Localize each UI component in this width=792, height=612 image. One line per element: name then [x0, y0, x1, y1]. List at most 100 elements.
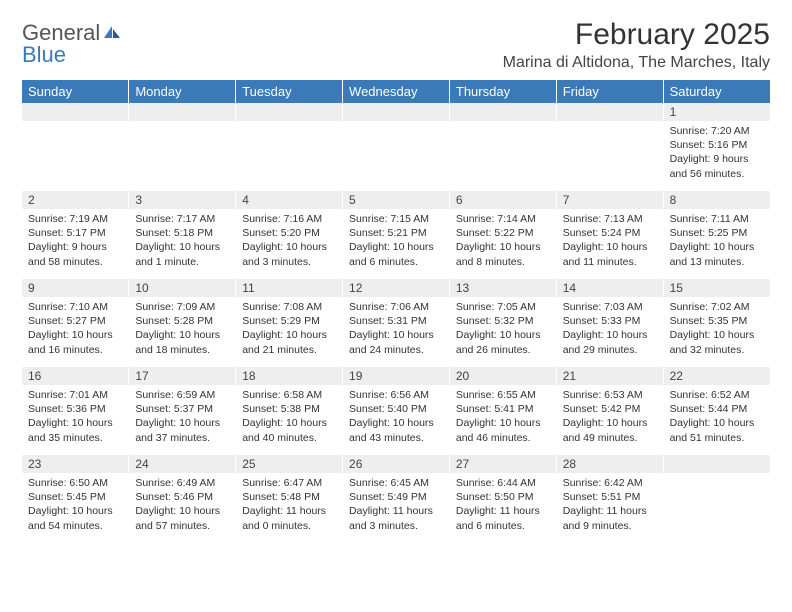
sunset-text: Sunset: 5:20 PM: [242, 226, 336, 240]
daylight-text: Daylight: 10 hours and 32 minutes.: [670, 328, 764, 356]
sunset-text: Sunset: 5:36 PM: [28, 402, 122, 416]
day-cell: Sunrise: 7:16 AMSunset: 5:20 PMDaylight:…: [236, 209, 343, 279]
sunrise-text: Sunrise: 7:02 AM: [670, 300, 764, 314]
day-cell: Sunrise: 7:01 AMSunset: 5:36 PMDaylight:…: [22, 385, 129, 455]
day-header: Tuesday: [236, 80, 343, 103]
day-cell: Sunrise: 7:06 AMSunset: 5:31 PMDaylight:…: [343, 297, 450, 367]
daylight-text: Daylight: 10 hours and 16 minutes.: [28, 328, 122, 356]
sunset-text: Sunset: 5:27 PM: [28, 314, 122, 328]
day-number: [236, 103, 343, 121]
daylight-text: Daylight: 10 hours and 57 minutes.: [135, 504, 229, 532]
daylight-text: Daylight: 11 hours and 3 minutes.: [349, 504, 443, 532]
daylight-text: Daylight: 10 hours and 18 minutes.: [135, 328, 229, 356]
sunset-text: Sunset: 5:51 PM: [563, 490, 657, 504]
day-number: 16: [22, 367, 129, 385]
title-block: February 2025 Marina di Altidona, The Ma…: [503, 18, 770, 72]
day-cell: Sunrise: 7:15 AMSunset: 5:21 PMDaylight:…: [343, 209, 450, 279]
daylight-text: Daylight: 10 hours and 35 minutes.: [28, 416, 122, 444]
day-header: Sunday: [22, 80, 129, 103]
daylight-text: Daylight: 10 hours and 1 minute.: [135, 240, 229, 268]
day-number: [22, 103, 129, 121]
day-number: 27: [449, 455, 556, 473]
day-cell: Sunrise: 6:49 AMSunset: 5:46 PMDaylight:…: [129, 473, 236, 543]
day-cell: Sunrise: 7:17 AMSunset: 5:18 PMDaylight:…: [129, 209, 236, 279]
daylight-text: Daylight: 10 hours and 46 minutes.: [456, 416, 550, 444]
day-number: 17: [129, 367, 236, 385]
day-cell: Sunrise: 6:42 AMSunset: 5:51 PMDaylight:…: [556, 473, 663, 543]
sunrise-text: Sunrise: 7:15 AM: [349, 212, 443, 226]
daylight-text: Daylight: 11 hours and 6 minutes.: [456, 504, 550, 532]
day-cell: [449, 121, 556, 191]
sunrise-text: Sunrise: 6:47 AM: [242, 476, 336, 490]
day-header: Thursday: [449, 80, 556, 103]
sunrise-text: Sunrise: 6:56 AM: [349, 388, 443, 402]
sunrise-text: Sunrise: 7:14 AM: [456, 212, 550, 226]
sunrise-text: Sunrise: 7:19 AM: [28, 212, 122, 226]
sunset-text: Sunset: 5:44 PM: [670, 402, 764, 416]
sunset-text: Sunset: 5:40 PM: [349, 402, 443, 416]
daylight-text: Daylight: 10 hours and 26 minutes.: [456, 328, 550, 356]
day-cell: Sunrise: 7:03 AMSunset: 5:33 PMDaylight:…: [556, 297, 663, 367]
daynum-row: 232425262728: [22, 455, 770, 473]
sunrise-text: Sunrise: 7:11 AM: [670, 212, 764, 226]
logo: General Blue: [22, 18, 122, 66]
day-number: [556, 103, 663, 121]
day-cell: [236, 121, 343, 191]
sunset-text: Sunset: 5:38 PM: [242, 402, 336, 416]
daylight-text: Daylight: 9 hours and 56 minutes.: [670, 152, 764, 180]
sunset-text: Sunset: 5:31 PM: [349, 314, 443, 328]
daylight-text: Daylight: 10 hours and 40 minutes.: [242, 416, 336, 444]
sunrise-text: Sunrise: 7:01 AM: [28, 388, 122, 402]
logo-text-2: Blue: [22, 42, 66, 67]
sunset-text: Sunset: 5:46 PM: [135, 490, 229, 504]
daylight-text: Daylight: 10 hours and 3 minutes.: [242, 240, 336, 268]
day-cell: Sunrise: 6:55 AMSunset: 5:41 PMDaylight:…: [449, 385, 556, 455]
day-cell: Sunrise: 7:14 AMSunset: 5:22 PMDaylight:…: [449, 209, 556, 279]
day-number: 5: [343, 191, 450, 209]
day-header: Friday: [556, 80, 663, 103]
day-header: Saturday: [663, 80, 770, 103]
day-number: 14: [556, 279, 663, 297]
sunset-text: Sunset: 5:32 PM: [456, 314, 550, 328]
day-cell: Sunrise: 6:58 AMSunset: 5:38 PMDaylight:…: [236, 385, 343, 455]
day-header: Monday: [129, 80, 236, 103]
sunrise-text: Sunrise: 7:20 AM: [670, 124, 764, 138]
content-row: Sunrise: 7:19 AMSunset: 5:17 PMDaylight:…: [22, 209, 770, 279]
daylight-text: Daylight: 10 hours and 29 minutes.: [563, 328, 657, 356]
day-cell: Sunrise: 6:50 AMSunset: 5:45 PMDaylight:…: [22, 473, 129, 543]
day-cell: Sunrise: 6:53 AMSunset: 5:42 PMDaylight:…: [556, 385, 663, 455]
sunrise-text: Sunrise: 7:10 AM: [28, 300, 122, 314]
day-number: 15: [663, 279, 770, 297]
day-cell: [556, 121, 663, 191]
logo-text: General Blue: [22, 22, 122, 66]
day-number: [343, 103, 450, 121]
sunset-text: Sunset: 5:35 PM: [670, 314, 764, 328]
day-cell: Sunrise: 7:08 AMSunset: 5:29 PMDaylight:…: [236, 297, 343, 367]
sunrise-text: Sunrise: 7:16 AM: [242, 212, 336, 226]
day-number: [129, 103, 236, 121]
day-cell: Sunrise: 6:56 AMSunset: 5:40 PMDaylight:…: [343, 385, 450, 455]
day-number: 9: [22, 279, 129, 297]
day-cell: Sunrise: 7:09 AMSunset: 5:28 PMDaylight:…: [129, 297, 236, 367]
day-cell: Sunrise: 7:10 AMSunset: 5:27 PMDaylight:…: [22, 297, 129, 367]
sunrise-text: Sunrise: 6:59 AM: [135, 388, 229, 402]
daylight-text: Daylight: 10 hours and 8 minutes.: [456, 240, 550, 268]
daylight-text: Daylight: 9 hours and 58 minutes.: [28, 240, 122, 268]
daylight-text: Daylight: 10 hours and 54 minutes.: [28, 504, 122, 532]
sunset-text: Sunset: 5:22 PM: [456, 226, 550, 240]
sunrise-text: Sunrise: 7:08 AM: [242, 300, 336, 314]
day-number: 2: [22, 191, 129, 209]
daylight-text: Daylight: 10 hours and 6 minutes.: [349, 240, 443, 268]
day-number: 21: [556, 367, 663, 385]
day-number: 18: [236, 367, 343, 385]
daynum-row: 2345678: [22, 191, 770, 209]
sunset-text: Sunset: 5:48 PM: [242, 490, 336, 504]
calendar-table: Sunday Monday Tuesday Wednesday Thursday…: [22, 80, 770, 543]
sunset-text: Sunset: 5:16 PM: [670, 138, 764, 152]
sunset-text: Sunset: 5:21 PM: [349, 226, 443, 240]
day-cell: Sunrise: 6:52 AMSunset: 5:44 PMDaylight:…: [663, 385, 770, 455]
sunrise-text: Sunrise: 6:55 AM: [456, 388, 550, 402]
content-row: Sunrise: 7:10 AMSunset: 5:27 PMDaylight:…: [22, 297, 770, 367]
location: Marina di Altidona, The Marches, Italy: [503, 54, 770, 72]
daylight-text: Daylight: 10 hours and 21 minutes.: [242, 328, 336, 356]
